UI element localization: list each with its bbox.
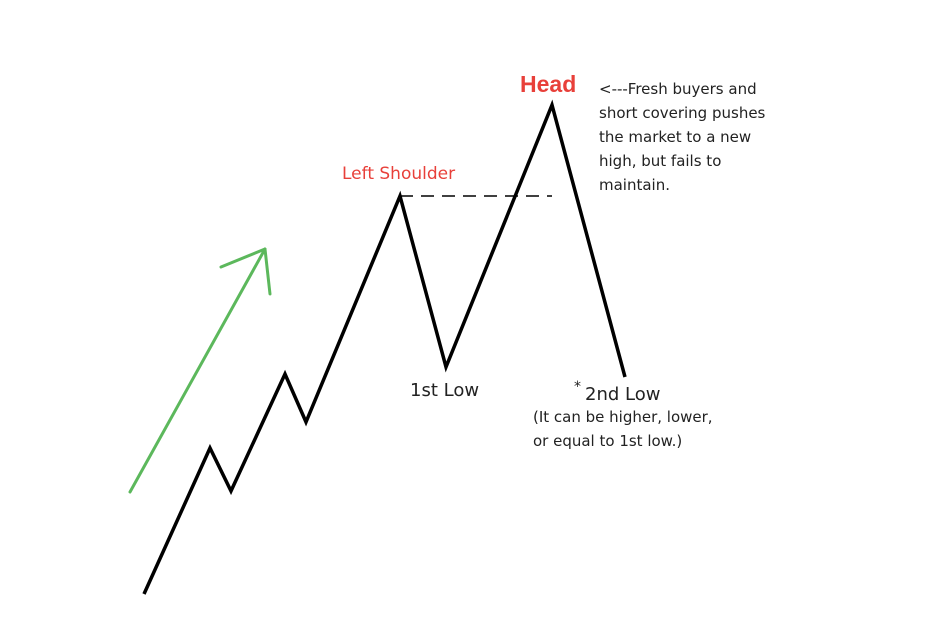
uptrend-arrow-head — [219, 247, 272, 296]
head-label: Head — [520, 71, 577, 97]
head-annotation: <---Fresh buyers and short covering push… — [599, 77, 839, 197]
head-annotation-line: the market to a new — [599, 128, 752, 146]
left-shoulder-label: Left Shoulder — [342, 164, 456, 184]
first-low-label: 1st Low — [410, 380, 480, 401]
head-annotation-line: <---Fresh buyers and — [599, 80, 757, 98]
head-annotation-line: short covering pushes — [599, 104, 766, 122]
uptrend-arrow — [128, 247, 272, 494]
second-low-annotation-line: (It can be higher, lower, — [533, 408, 713, 426]
uptrend-arrow-shaft — [128, 247, 267, 494]
second-low-label: 2nd Low — [585, 384, 661, 405]
price-path — [142, 99, 627, 595]
second-low-annotation: (It can be higher, lower, or equal to 1s… — [533, 405, 713, 453]
head-annotation-line: high, but fails to — [599, 152, 722, 170]
second-low-asterisk: * — [574, 379, 581, 395]
second-low-annotation-line: or equal to 1st low.) — [533, 432, 683, 450]
head-annotation-line: maintain. — [599, 176, 670, 194]
